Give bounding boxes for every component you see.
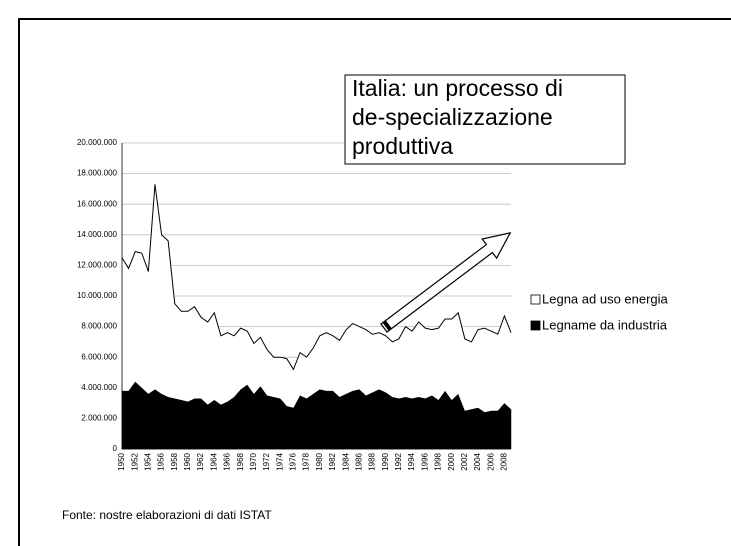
arrow-shape <box>380 232 512 333</box>
y-tick-label: 8.000.000 <box>81 322 117 331</box>
x-tick-label: 2004 <box>473 452 482 470</box>
x-tick-label: 2002 <box>460 452 469 470</box>
area-outline <box>121 184 512 371</box>
y-tick-label: 18.000.000 <box>77 169 118 178</box>
x-tick-label: 1962 <box>196 452 205 470</box>
x-tick-label: 1952 <box>130 452 139 470</box>
x-tick-label: 2008 <box>500 452 509 470</box>
x-tick-label: 1996 <box>420 452 429 470</box>
arrow-tail <box>382 320 392 331</box>
plot: 0 2.000.000 4.000.000 6.000.000 8.000.000 10.… <box>77 138 669 471</box>
legend-label: Legna ad uso energia <box>542 291 669 306</box>
x-tick-label: 1954 <box>143 452 152 470</box>
y-tick-label: 2.000.000 <box>81 414 117 423</box>
x-tick-label: 1986 <box>354 452 363 470</box>
y-tick-label: 6.000.000 <box>81 352 117 361</box>
x-tick-label: 1982 <box>328 452 337 470</box>
x-tick-label: 1998 <box>434 452 443 470</box>
x-tick-label: 2006 <box>486 452 495 470</box>
y-tick-label: 16.000.000 <box>77 199 118 208</box>
x-tick-label: 1994 <box>407 452 416 470</box>
x-tick-label: 1972 <box>262 452 271 470</box>
y-tick-label: 10.000.000 <box>77 291 118 300</box>
source-note: Fonte: nostre elaborazioni di dati ISTAT <box>62 508 272 522</box>
slide-frame <box>18 18 731 546</box>
trend-arrow <box>380 232 512 333</box>
x-tick-label: 1992 <box>394 452 403 470</box>
x-tick-label: 1968 <box>236 452 245 470</box>
x-tick-label: 1978 <box>302 452 311 470</box>
x-tick-label: 1956 <box>157 452 166 470</box>
x-tick-label: 1950 <box>117 452 126 470</box>
legend-swatch <box>530 294 541 305</box>
x-tick-label: 1974 <box>275 452 284 470</box>
x-tick-label: 1976 <box>289 452 298 470</box>
area <box>122 184 511 413</box>
y-tick-label: 12.000.000 <box>77 261 118 270</box>
legend-swatch <box>530 320 541 331</box>
annotation-line: Italia: un processo di <box>352 75 563 101</box>
legend-label: Legname da industria <box>542 317 668 332</box>
y-tick-label: 4.000.000 <box>81 383 117 392</box>
x-tick-label: 1966 <box>223 452 232 470</box>
annotation-line: de-specializzazione <box>352 104 553 130</box>
x-tick-label: 1988 <box>368 452 377 470</box>
x-tick-label: 1964 <box>209 452 218 470</box>
x-tick-label: 1970 <box>249 452 258 470</box>
x-tick-label: 2000 <box>447 452 456 470</box>
x-tick-label: 1990 <box>381 452 390 470</box>
x-tick-label: 1984 <box>341 452 350 470</box>
annotation-box <box>344 74 626 165</box>
x-tick-label: 1960 <box>183 452 192 470</box>
annotation-line: produttiva <box>352 133 453 159</box>
y-tick-label: 14.000.000 <box>77 230 118 239</box>
y-tick-label: 0 <box>113 444 118 453</box>
x-tick-label: 1980 <box>315 452 324 470</box>
y-tick-label: 20.000.000 <box>77 138 118 147</box>
x-tick-label: 1958 <box>170 452 179 470</box>
